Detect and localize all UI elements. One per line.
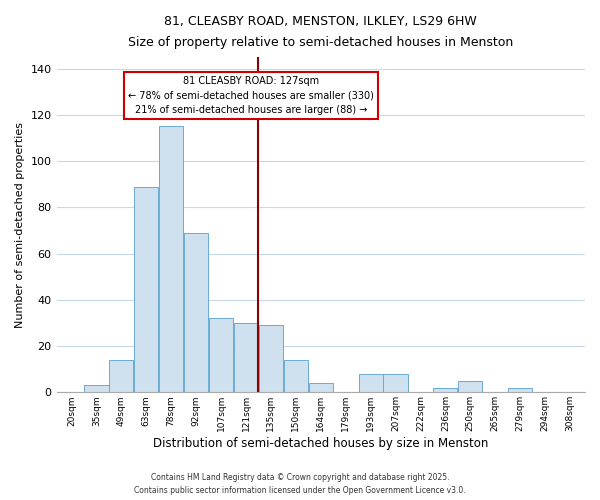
Bar — [209, 318, 233, 392]
Bar — [359, 374, 383, 392]
Bar — [259, 326, 283, 392]
Bar — [85, 386, 109, 392]
Text: Contains HM Land Registry data © Crown copyright and database right 2025.
Contai: Contains HM Land Registry data © Crown c… — [134, 473, 466, 495]
Bar — [159, 126, 183, 392]
Bar — [508, 388, 532, 392]
Y-axis label: Number of semi-detached properties: Number of semi-detached properties — [15, 122, 25, 328]
Bar — [109, 360, 133, 392]
X-axis label: Distribution of semi-detached houses by size in Menston: Distribution of semi-detached houses by … — [153, 437, 488, 450]
Bar — [308, 383, 333, 392]
Bar — [383, 374, 407, 392]
Bar — [134, 186, 158, 392]
Bar — [433, 388, 457, 392]
Bar — [184, 233, 208, 392]
Bar — [458, 380, 482, 392]
Bar — [284, 360, 308, 392]
Text: 81 CLEASBY ROAD: 127sqm
← 78% of semi-detached houses are smaller (330)
21% of s: 81 CLEASBY ROAD: 127sqm ← 78% of semi-de… — [128, 76, 374, 115]
Title: 81, CLEASBY ROAD, MENSTON, ILKLEY, LS29 6HW
Size of property relative to semi-de: 81, CLEASBY ROAD, MENSTON, ILKLEY, LS29 … — [128, 15, 514, 49]
Bar — [234, 323, 258, 392]
